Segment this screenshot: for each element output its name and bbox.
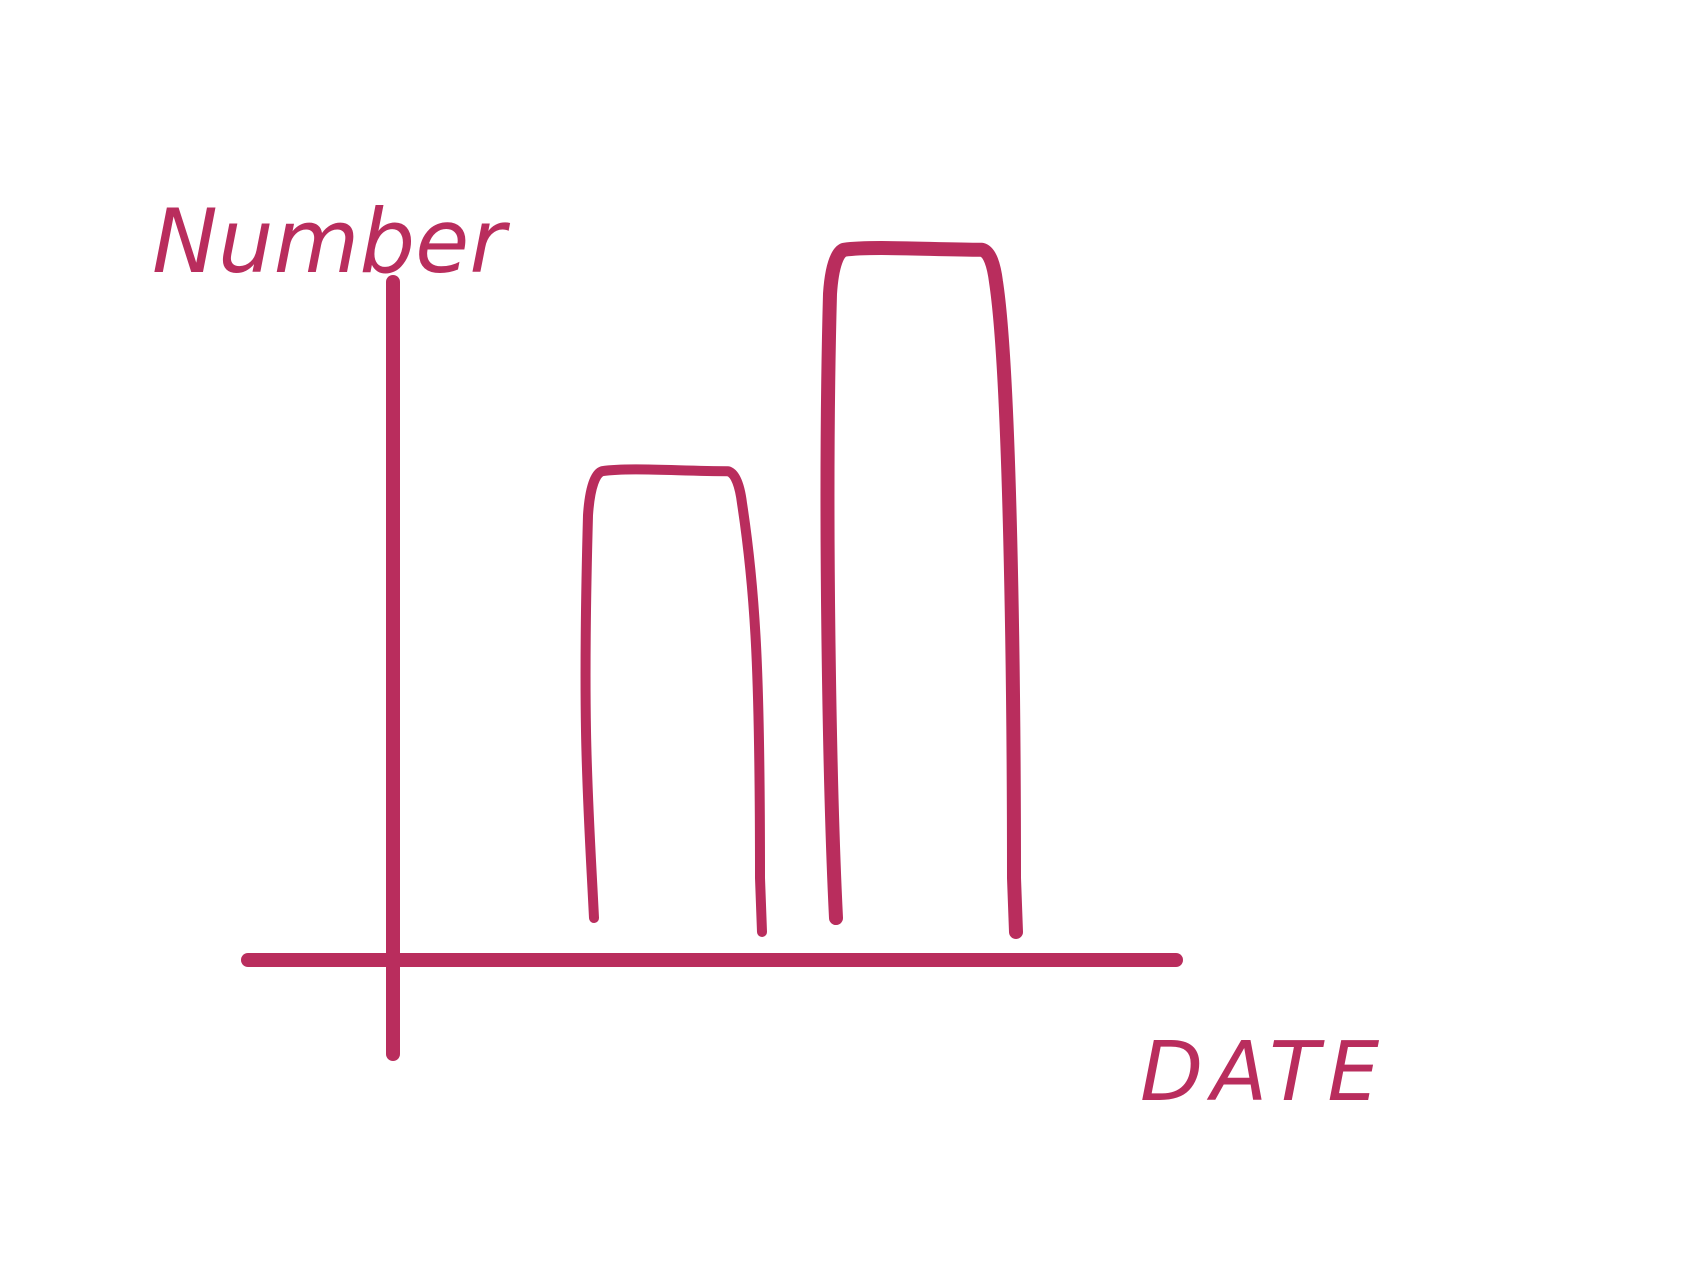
bar-1 (580, 464, 767, 937)
bars-group (580, 241, 1023, 939)
x-axis-label: DATE (1140, 1025, 1387, 1120)
bar-2 (820, 241, 1023, 939)
y-axis-label: Number (152, 190, 510, 293)
